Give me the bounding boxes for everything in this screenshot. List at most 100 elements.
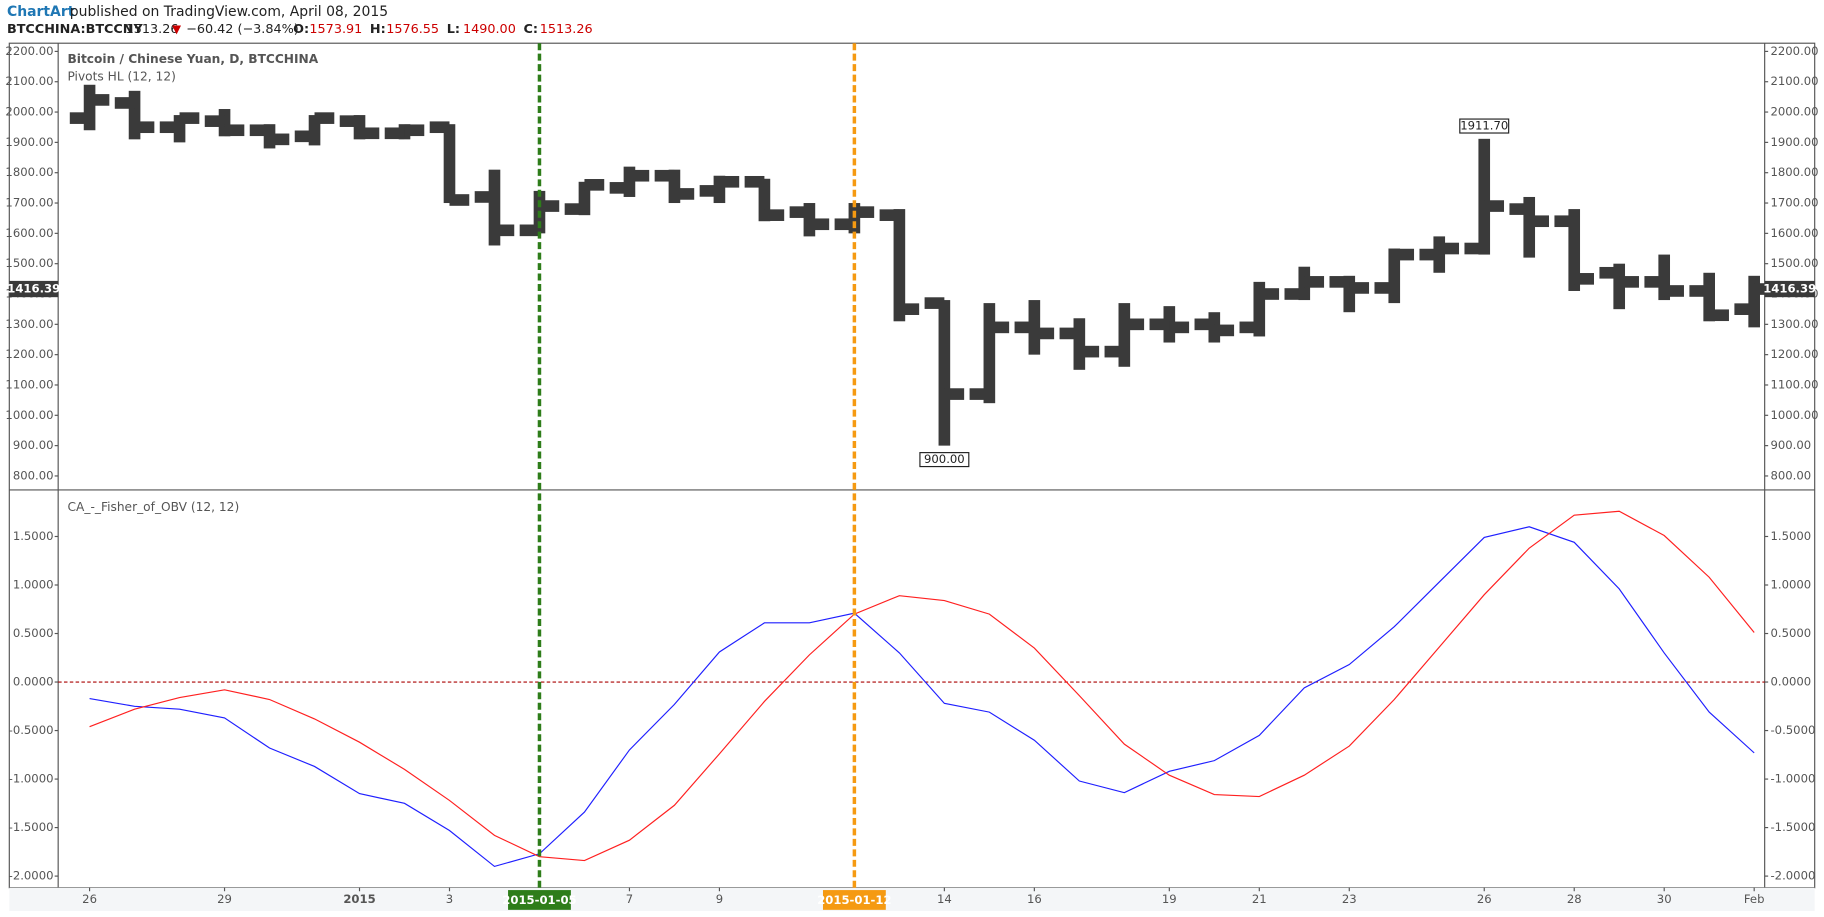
y-tick-label: 800.00 [13,468,54,482]
bar-close [1124,318,1145,331]
bar-range [983,303,996,404]
bar-open [1149,318,1170,331]
bar-range [1388,248,1401,304]
bar-close [1349,282,1370,294]
y-tick-label: 1000.00 [1770,408,1818,422]
bar-close [539,200,560,212]
x-tick-label: 29 [217,892,232,906]
bar-close [1034,327,1055,340]
bar-close [1169,321,1190,334]
bar-open [294,130,315,143]
x-tick-label: 26 [1477,892,1492,906]
date-marker-tag [822,890,886,910]
bar-close [1529,215,1550,228]
last-price-label: 1416.39 [1763,282,1816,296]
y-tick-label: 0.0000 [13,675,54,689]
bar-range [1703,272,1716,322]
y-tick-label: 1.5000 [13,529,54,543]
x-tick-label: 14 [937,892,952,906]
bar-close [89,94,110,106]
bar-range [1253,281,1266,337]
bar-range [83,84,96,131]
bar-open [69,112,90,124]
y-tick-label: 900.00 [1770,438,1811,452]
y-tick-label: 2000.00 [1770,105,1818,119]
pane-subtitle: Pivots HL (12, 12) [67,69,175,83]
y-tick-label: 1100.00 [5,377,53,391]
ohlc-value: 1576.55 [386,22,439,37]
ohlc-label: L: [447,22,460,37]
bar-close [719,175,740,188]
last-price-label: 1416.39 [7,282,60,296]
arrow: ▼ [172,22,181,36]
x-tick-label: 23 [1342,892,1357,906]
bar-close [494,224,515,237]
bar-range [128,90,141,140]
bar-close [1484,200,1505,212]
date-marker-tag [508,890,571,910]
bar-range [353,115,366,140]
y-tick-label: -1.0000 [9,772,54,786]
bar-close [1619,276,1639,288]
y-tick-label: 1600.00 [5,226,53,240]
bar-range [1343,275,1356,313]
y-tick-label: 1.0000 [1770,578,1811,592]
y-tick-label: 0.5000 [1770,626,1811,640]
bar-open [429,121,450,134]
bar-close [314,112,335,124]
x-tick-label: Feb [1744,892,1765,906]
bar-close [1259,288,1280,300]
bar-range [758,178,771,222]
y-tick-label: -1.5000 [9,820,54,834]
bar-close [224,124,245,137]
bar-open [1464,242,1485,255]
date-marker-label: 2015-01-12 [817,893,891,907]
x-tick-label: 9 [716,892,723,906]
bar-close [449,194,470,206]
y-tick-label: 1300.00 [5,317,53,331]
y-tick-label: 1000.00 [5,408,53,422]
ohlc-label: C: [523,22,538,37]
bar-range [1748,275,1760,328]
bar-range [488,169,501,246]
y-tick-label: 1700.00 [5,196,53,210]
ohlc-value: 1513.26 [540,22,593,37]
bar-open [834,218,855,231]
pivot-box [1459,118,1510,134]
y-tick-label: 2000.00 [5,105,53,119]
bar-open [1194,318,1215,331]
bar-close [1394,248,1415,261]
published: published on TradingView.com, April 08, … [70,4,388,20]
bar-open [204,115,225,127]
bar-range [1478,138,1491,255]
last-price-tag [9,280,59,298]
bar-open [1059,327,1080,340]
date-marker-label: 2015-01-05 [502,893,576,907]
brand[interactable]: ChartArt [7,4,75,20]
bar-open [1284,288,1305,300]
pivot-label: 900.00 [924,452,965,466]
y-tick-label: 1600.00 [1770,226,1818,240]
ohlc-label: O: [293,22,309,37]
bar-range [938,300,951,446]
y-tick-label: 900.00 [13,438,54,452]
y-tick-label: 1.0000 [13,578,54,592]
ohlc-value: 1573.91 [309,22,362,37]
bar-close [854,206,875,218]
pane-title: Bitcoin / Chinese Yuan, D, BTCCHINA [67,52,318,66]
x-tick-label: 2015 [343,892,375,906]
bar-close [404,124,425,137]
y-tick-label: 1500.00 [5,256,53,270]
bar-close [1439,242,1460,255]
bar-close [1754,283,1774,295]
x-tick-label: 28 [1567,892,1582,906]
x-tick-label: 21 [1252,892,1267,906]
bar-open [474,191,495,203]
bar-open [1014,321,1035,334]
y-tick-label: 0.5000 [13,626,54,640]
price: 1513.26 [126,22,179,37]
bar-range [1568,209,1581,291]
bar-range [623,166,636,197]
bar-open [519,224,540,237]
